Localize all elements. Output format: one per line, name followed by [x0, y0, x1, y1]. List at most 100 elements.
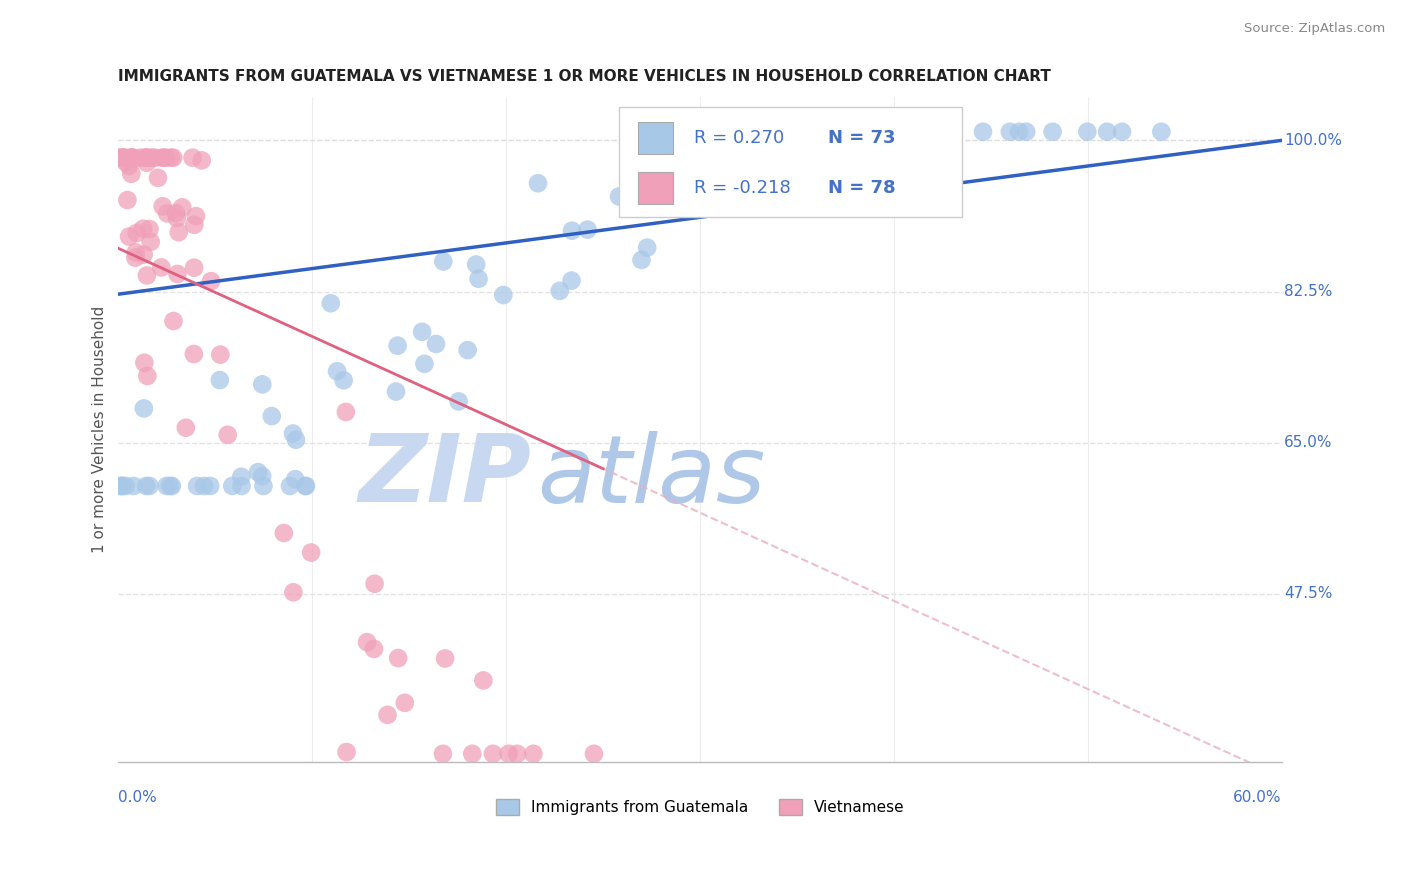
- Point: [186, 479, 208, 493]
- Point: [110, 151, 132, 165]
- Point: [208, 373, 231, 387]
- Point: [425, 337, 447, 351]
- Point: [335, 745, 357, 759]
- Point: [141, 151, 163, 165]
- Point: [122, 151, 145, 165]
- Point: [413, 357, 436, 371]
- Point: [432, 747, 454, 761]
- Point: [160, 479, 183, 493]
- Point: [522, 747, 544, 761]
- Point: [118, 159, 141, 173]
- Point: [132, 247, 155, 261]
- Point: [332, 373, 354, 387]
- Point: [125, 245, 148, 260]
- Point: [363, 576, 385, 591]
- Point: [111, 479, 134, 493]
- Point: [273, 526, 295, 541]
- Point: [167, 225, 190, 239]
- Point: [221, 479, 243, 493]
- Point: [998, 125, 1021, 139]
- Point: [797, 125, 820, 139]
- Point: [492, 288, 515, 302]
- Point: [136, 369, 159, 384]
- Point: [165, 206, 187, 220]
- Point: [1015, 125, 1038, 139]
- Point: [527, 176, 550, 190]
- Point: [117, 193, 139, 207]
- Point: [734, 125, 756, 139]
- Point: [576, 222, 599, 236]
- Point: [284, 472, 307, 486]
- Text: Source: ZipAtlas.com: Source: ZipAtlas.com: [1244, 22, 1385, 36]
- Point: [582, 747, 605, 761]
- Point: [166, 267, 188, 281]
- Point: [319, 296, 342, 310]
- Point: [111, 151, 134, 165]
- Point: [111, 479, 134, 493]
- Point: [356, 635, 378, 649]
- Point: [560, 274, 582, 288]
- Point: [920, 125, 942, 139]
- Point: [200, 479, 222, 493]
- Point: [281, 426, 304, 441]
- Point: [155, 151, 177, 165]
- Point: [299, 545, 322, 559]
- Point: [1095, 125, 1118, 139]
- Point: [132, 221, 155, 235]
- FancyBboxPatch shape: [619, 107, 962, 217]
- Point: [855, 125, 877, 139]
- Point: [250, 469, 273, 483]
- Point: [150, 260, 173, 275]
- Point: [1150, 125, 1173, 139]
- Point: [110, 479, 132, 493]
- Point: [498, 747, 520, 761]
- Point: [972, 125, 994, 139]
- Point: [326, 364, 349, 378]
- Legend: Immigrants from Guatemala, Vietnamese: Immigrants from Guatemala, Vietnamese: [489, 793, 911, 822]
- Point: [152, 151, 174, 165]
- Point: [447, 394, 470, 409]
- Point: [377, 707, 399, 722]
- Point: [1076, 125, 1098, 139]
- Point: [710, 136, 733, 150]
- Point: [472, 673, 495, 688]
- Text: 100.0%: 100.0%: [1284, 133, 1341, 148]
- Text: R = 0.270: R = 0.270: [695, 128, 785, 147]
- Text: N = 78: N = 78: [828, 178, 896, 196]
- Point: [434, 651, 457, 665]
- Text: atlas: atlas: [537, 431, 765, 522]
- Point: [209, 348, 232, 362]
- Point: [260, 409, 283, 424]
- Point: [122, 152, 145, 166]
- Point: [135, 151, 157, 165]
- Point: [285, 433, 308, 447]
- Point: [135, 151, 157, 165]
- Point: [150, 151, 173, 165]
- Point: [283, 585, 305, 599]
- Text: 0.0%: 0.0%: [118, 790, 157, 805]
- Point: [901, 125, 924, 139]
- Point: [174, 421, 197, 435]
- Point: [1111, 125, 1133, 139]
- Point: [200, 274, 222, 288]
- Point: [184, 209, 207, 223]
- Point: [135, 479, 157, 493]
- Point: [278, 479, 301, 493]
- Point: [138, 479, 160, 493]
- Point: [193, 479, 215, 493]
- Point: [231, 479, 253, 493]
- Point: [110, 151, 132, 165]
- Point: [146, 170, 169, 185]
- Point: [125, 226, 148, 240]
- Point: [457, 343, 479, 357]
- Text: 60.0%: 60.0%: [1233, 790, 1282, 805]
- Text: ZIP: ZIP: [359, 430, 531, 523]
- Point: [363, 641, 385, 656]
- Point: [160, 151, 183, 165]
- Point: [247, 465, 270, 479]
- Point: [120, 167, 142, 181]
- Point: [295, 479, 318, 493]
- Point: [467, 272, 489, 286]
- Point: [607, 189, 630, 203]
- Point: [138, 222, 160, 236]
